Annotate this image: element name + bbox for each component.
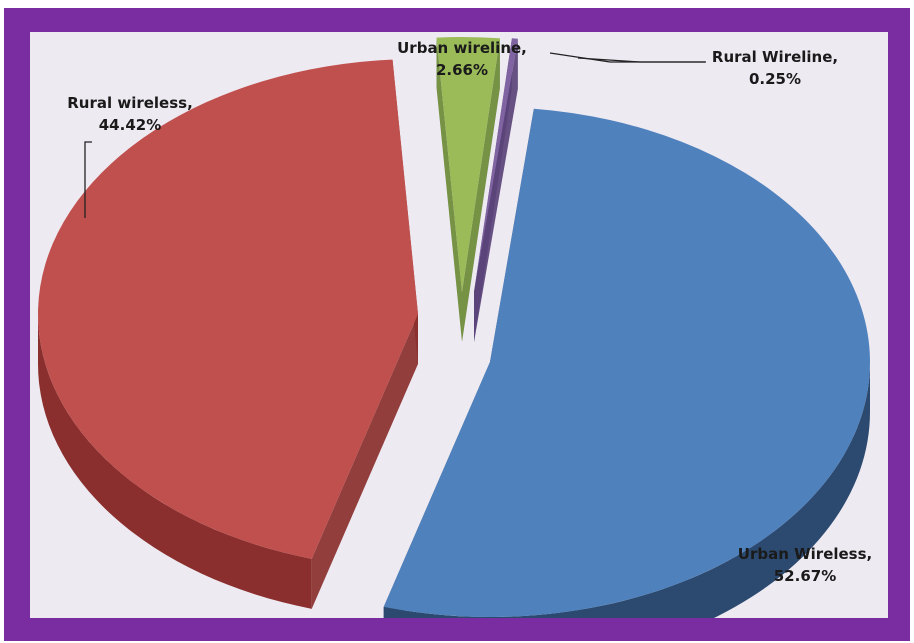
slice-side-rural-wireless — [38, 314, 312, 609]
slice-urban-wireless — [383, 108, 870, 617]
data-label-name-rural-wireline: Rural Wireline, — [712, 48, 838, 66]
data-label-value-rural-wireless: 44.42% — [99, 116, 161, 134]
data-labels: Urban Wireless, 52.67% Rural wireless, 44.4… — [67, 39, 872, 585]
slice-urban-wireline — [436, 36, 500, 292]
slice-tops — [38, 36, 870, 617]
slice-edge-urban-wireline-1 — [462, 38, 500, 343]
data-label-value-urban-wireline: 2.66% — [436, 61, 488, 79]
leader-line-rural-wireless — [84, 141, 92, 218]
slice-side-urban-wireless — [383, 362, 870, 618]
data-label-name-urban-wireline: Urban wireline, — [397, 39, 527, 57]
slice-rural-wireline — [474, 38, 518, 292]
leader-line-rural-wireline — [577, 57, 706, 63]
data-label-value-urban-wireless: 52.67% — [774, 567, 836, 585]
plot-area: Urban Wireless, 52.67% Rural wireless, 44.4… — [30, 32, 888, 618]
slice-rural-wireless — [38, 59, 419, 559]
pie-chart: Urban Wireless, 52.67% Rural wireless, 44.4… — [38, 36, 872, 618]
slice-edge-rural-wireline-1 — [474, 38, 518, 342]
data-label-name-urban-wireless: Urban Wireless, — [738, 545, 872, 563]
data-label-value-rural-wireline: 0.25% — [749, 70, 801, 88]
data-label-name-rural-wireless: Rural wireless, — [67, 94, 193, 112]
slice-edge-rural-wireless-0 — [311, 314, 418, 609]
slice-edge-urban-wireline-0 — [436, 37, 462, 342]
